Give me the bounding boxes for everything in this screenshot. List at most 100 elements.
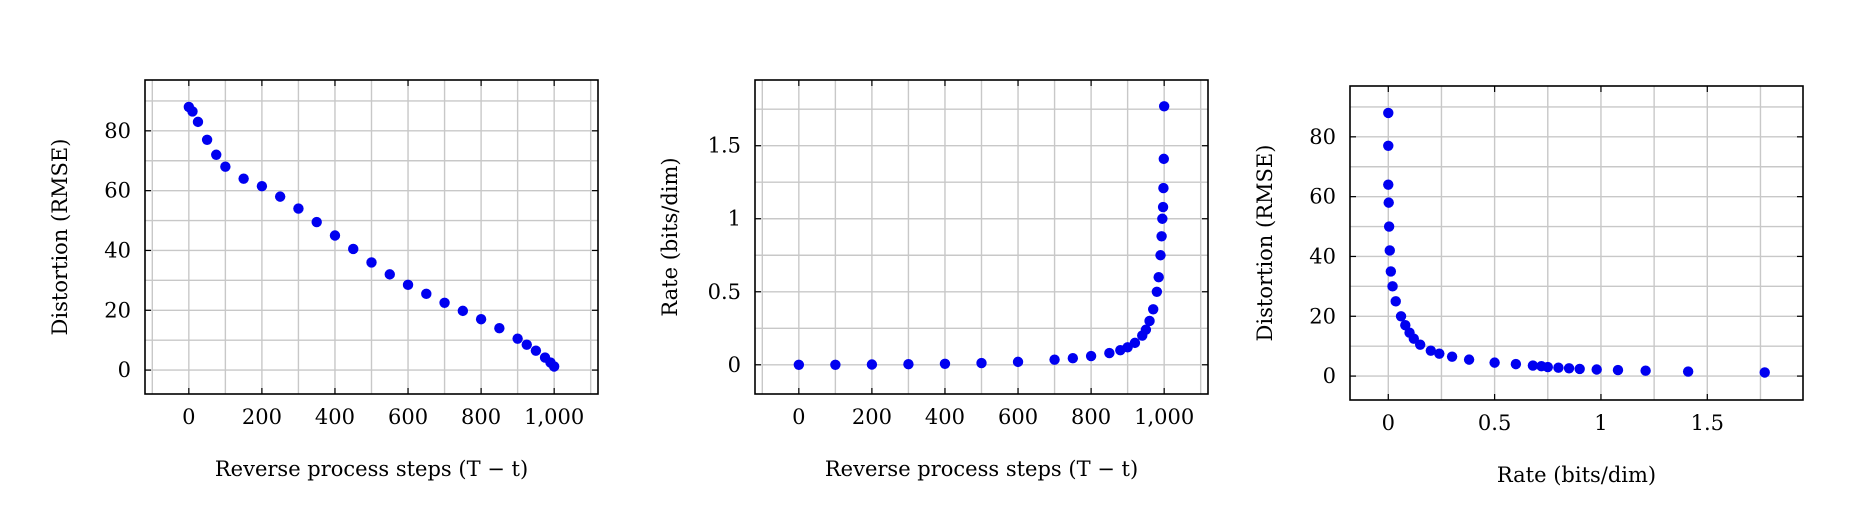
data-point [1129, 337, 1141, 349]
data-point [1612, 364, 1624, 376]
data-point [439, 297, 450, 308]
data-point [1542, 361, 1553, 373]
y-tick-label: 20 [104, 298, 131, 322]
data-point [1383, 140, 1394, 152]
x-axis-label: Rate (bits/dim) [1497, 463, 1656, 487]
data-point [311, 216, 322, 228]
series-points [183, 101, 560, 372]
data-point [1049, 354, 1060, 365]
data-point [1434, 348, 1445, 359]
data-point [939, 358, 951, 369]
data-point [1148, 304, 1159, 315]
y-tick-label: 80 [1309, 125, 1336, 149]
grid [1350, 86, 1803, 400]
data-point [1158, 153, 1169, 165]
x-tick-label: 600 [998, 405, 1038, 429]
y-tick-label: 0 [1323, 364, 1336, 388]
data-point [1414, 339, 1426, 350]
data-point [1640, 365, 1651, 376]
data-point [1510, 358, 1522, 370]
data-point [1140, 324, 1152, 335]
x-tick-label: 400 [925, 405, 965, 429]
data-point [192, 116, 204, 128]
data-point [1489, 357, 1500, 368]
data-point [1527, 360, 1539, 371]
data-point [1158, 101, 1170, 112]
chart-distortion-vs-steps: 0 200 400 600 800 1,000 0 20 40 60 80 Reverse proce… [48, 79, 599, 481]
data-point [1144, 315, 1155, 327]
data-point [1591, 364, 1602, 375]
data-point [1151, 286, 1163, 297]
plot-frame [754, 79, 1209, 395]
data-point [1104, 347, 1115, 359]
data-point [1153, 271, 1164, 283]
data-point [1425, 345, 1437, 356]
data-point [793, 359, 805, 370]
y-tick-label: 0.5 [708, 280, 741, 304]
plot-frame [1349, 85, 1804, 401]
data-point [421, 288, 432, 300]
data-point [201, 134, 213, 146]
data-point [1463, 354, 1475, 365]
data-point [830, 359, 841, 370]
data-point [530, 345, 542, 356]
y-tick-label: 0 [118, 358, 131, 382]
data-point [256, 180, 268, 192]
y-tick-label: 80 [104, 119, 131, 143]
chart-rate-vs-steps: 0 200 400 600 800 1,000 0 0.5 1 1.5 Reverse proces… [658, 79, 1209, 481]
data-point [238, 173, 249, 184]
data-point [1085, 350, 1097, 362]
data-point [457, 305, 469, 317]
data-point [1574, 363, 1585, 375]
y-tick-label: 1 [728, 207, 741, 231]
y-axis-label: Distortion (RMSE) [1253, 145, 1277, 342]
y-tick-label: 60 [104, 179, 131, 203]
data-point [1156, 231, 1167, 242]
series-points [1383, 107, 1770, 378]
y-tick-label: 60 [1309, 185, 1336, 209]
ticks: 0 0.5 1 1.5 0 20 40 60 80 [1309, 86, 1803, 435]
data-point [494, 323, 505, 334]
x-tick-label: 1,000 [1134, 405, 1194, 429]
data-point [1682, 366, 1694, 377]
data-point [274, 191, 286, 202]
x-tick-label: 1 [1594, 411, 1607, 435]
y-tick-label: 0 [728, 353, 741, 377]
ticks: 0 200 400 600 800 1,000 0 0.5 1 1.5 [708, 80, 1208, 429]
x-axis-label: Reverse process steps (T − t) [215, 457, 528, 481]
data-point [1383, 221, 1395, 232]
data-point [1157, 201, 1169, 213]
chart-distortion-vs-rate: 0 0.5 1 1.5 0 20 40 60 80 Rate (bits/dim) Distorti… [1253, 85, 1804, 487]
x-tick-label: 400 [315, 405, 355, 429]
ticks: 0 200 400 600 800 1,000 0 20 40 60 80 [104, 80, 598, 429]
x-tick-label: 800 [1071, 405, 1111, 429]
data-point [976, 357, 987, 369]
x-tick-label: 0 [792, 405, 805, 429]
data-point [220, 161, 231, 172]
y-tick-label: 40 [1309, 244, 1336, 268]
data-point [521, 339, 532, 350]
y-tick-label: 1.5 [708, 134, 741, 158]
y-axis-label: Distortion (RMSE) [48, 139, 72, 336]
data-point [1383, 107, 1394, 119]
data-point [1446, 351, 1458, 362]
data-point [1385, 266, 1397, 277]
data-point [548, 361, 560, 372]
data-point [475, 314, 487, 325]
data-point [1067, 353, 1079, 364]
x-tick-label: 600 [388, 405, 428, 429]
data-point [1384, 245, 1395, 256]
x-tick-label: 200 [852, 405, 892, 429]
series-points [793, 101, 1170, 370]
data-point [903, 359, 914, 370]
y-tick-label: 40 [104, 238, 131, 262]
x-axis-label: Reverse process steps (T − t) [825, 457, 1138, 481]
y-axis-label: Rate (bits/dim) [658, 157, 682, 316]
data-point [1563, 363, 1575, 374]
data-point [348, 243, 359, 255]
plot-frame [144, 79, 599, 395]
data-point [1390, 296, 1401, 307]
data-point [1158, 182, 1169, 194]
plot-area [1350, 86, 1803, 400]
